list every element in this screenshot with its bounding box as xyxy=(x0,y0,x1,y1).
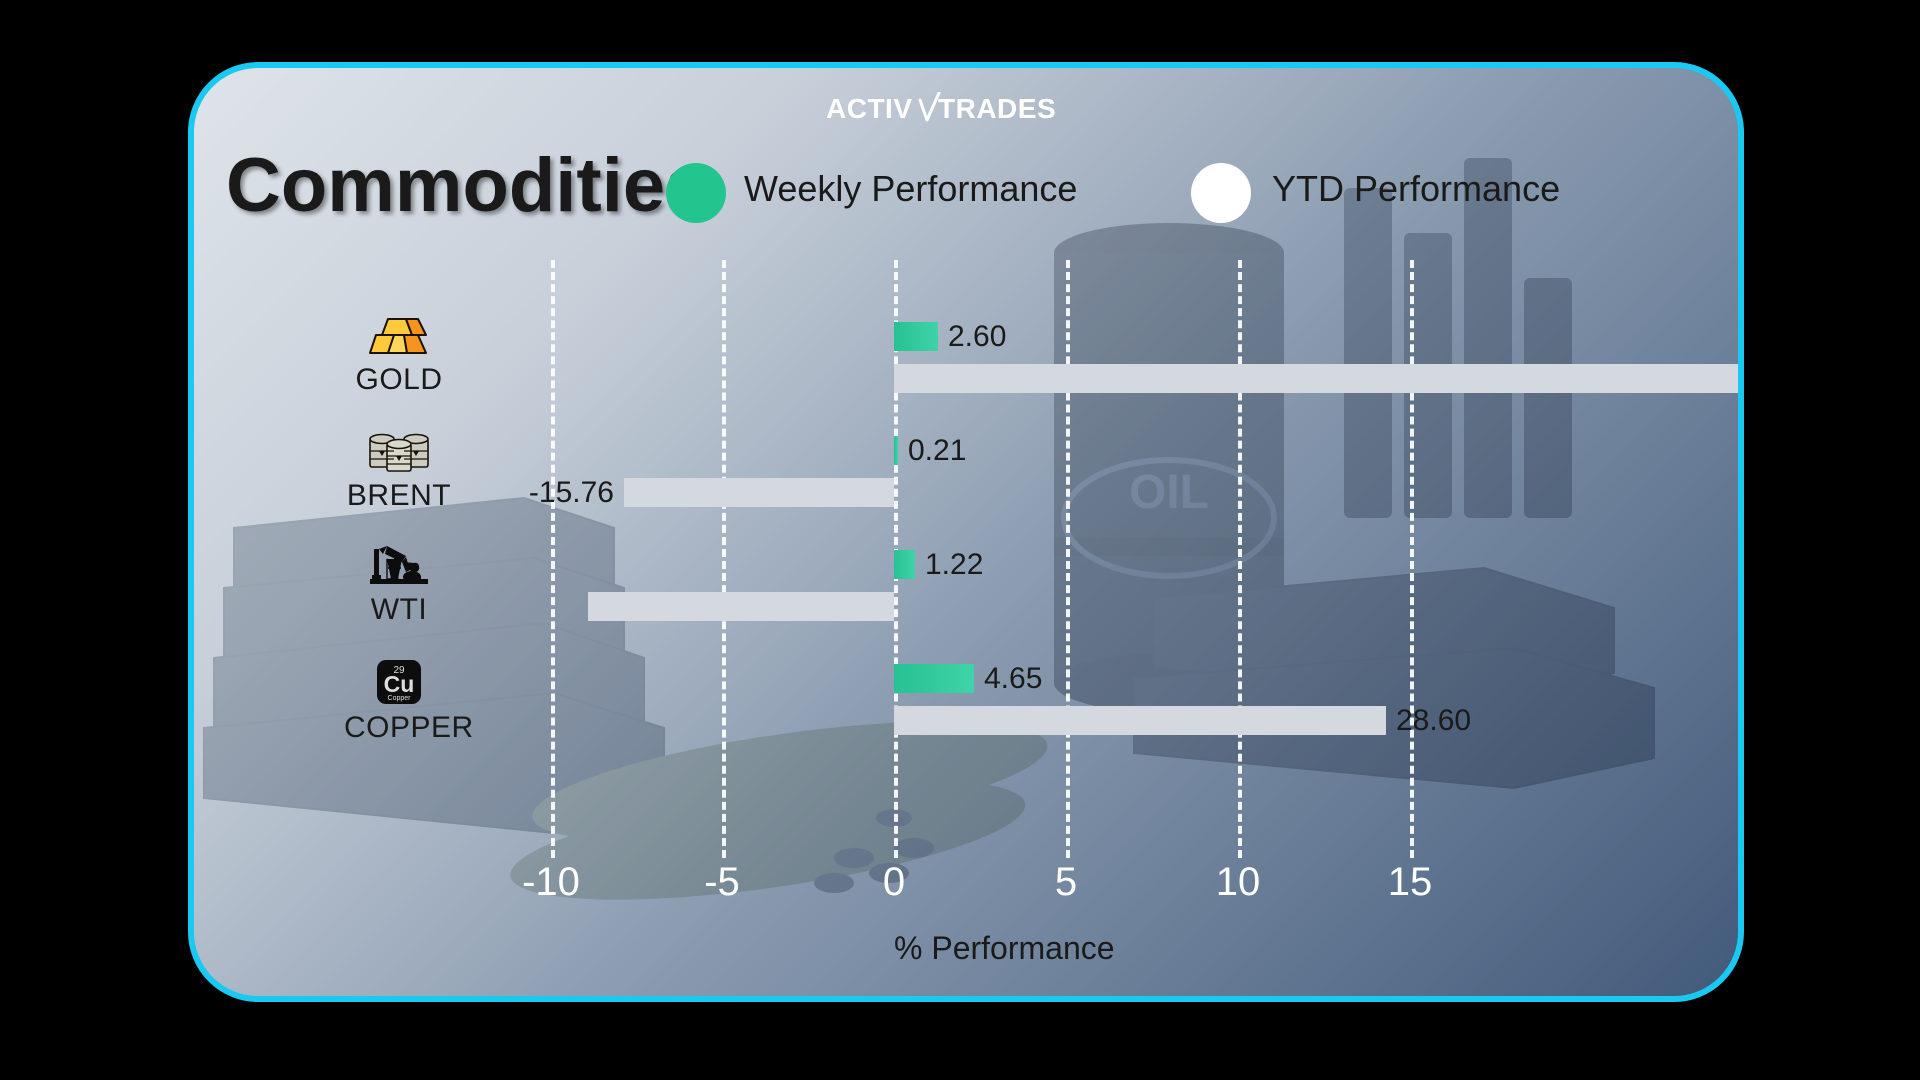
svg-text:Copper: Copper xyxy=(388,695,412,702)
svg-text:Cu: Cu xyxy=(384,671,415,697)
